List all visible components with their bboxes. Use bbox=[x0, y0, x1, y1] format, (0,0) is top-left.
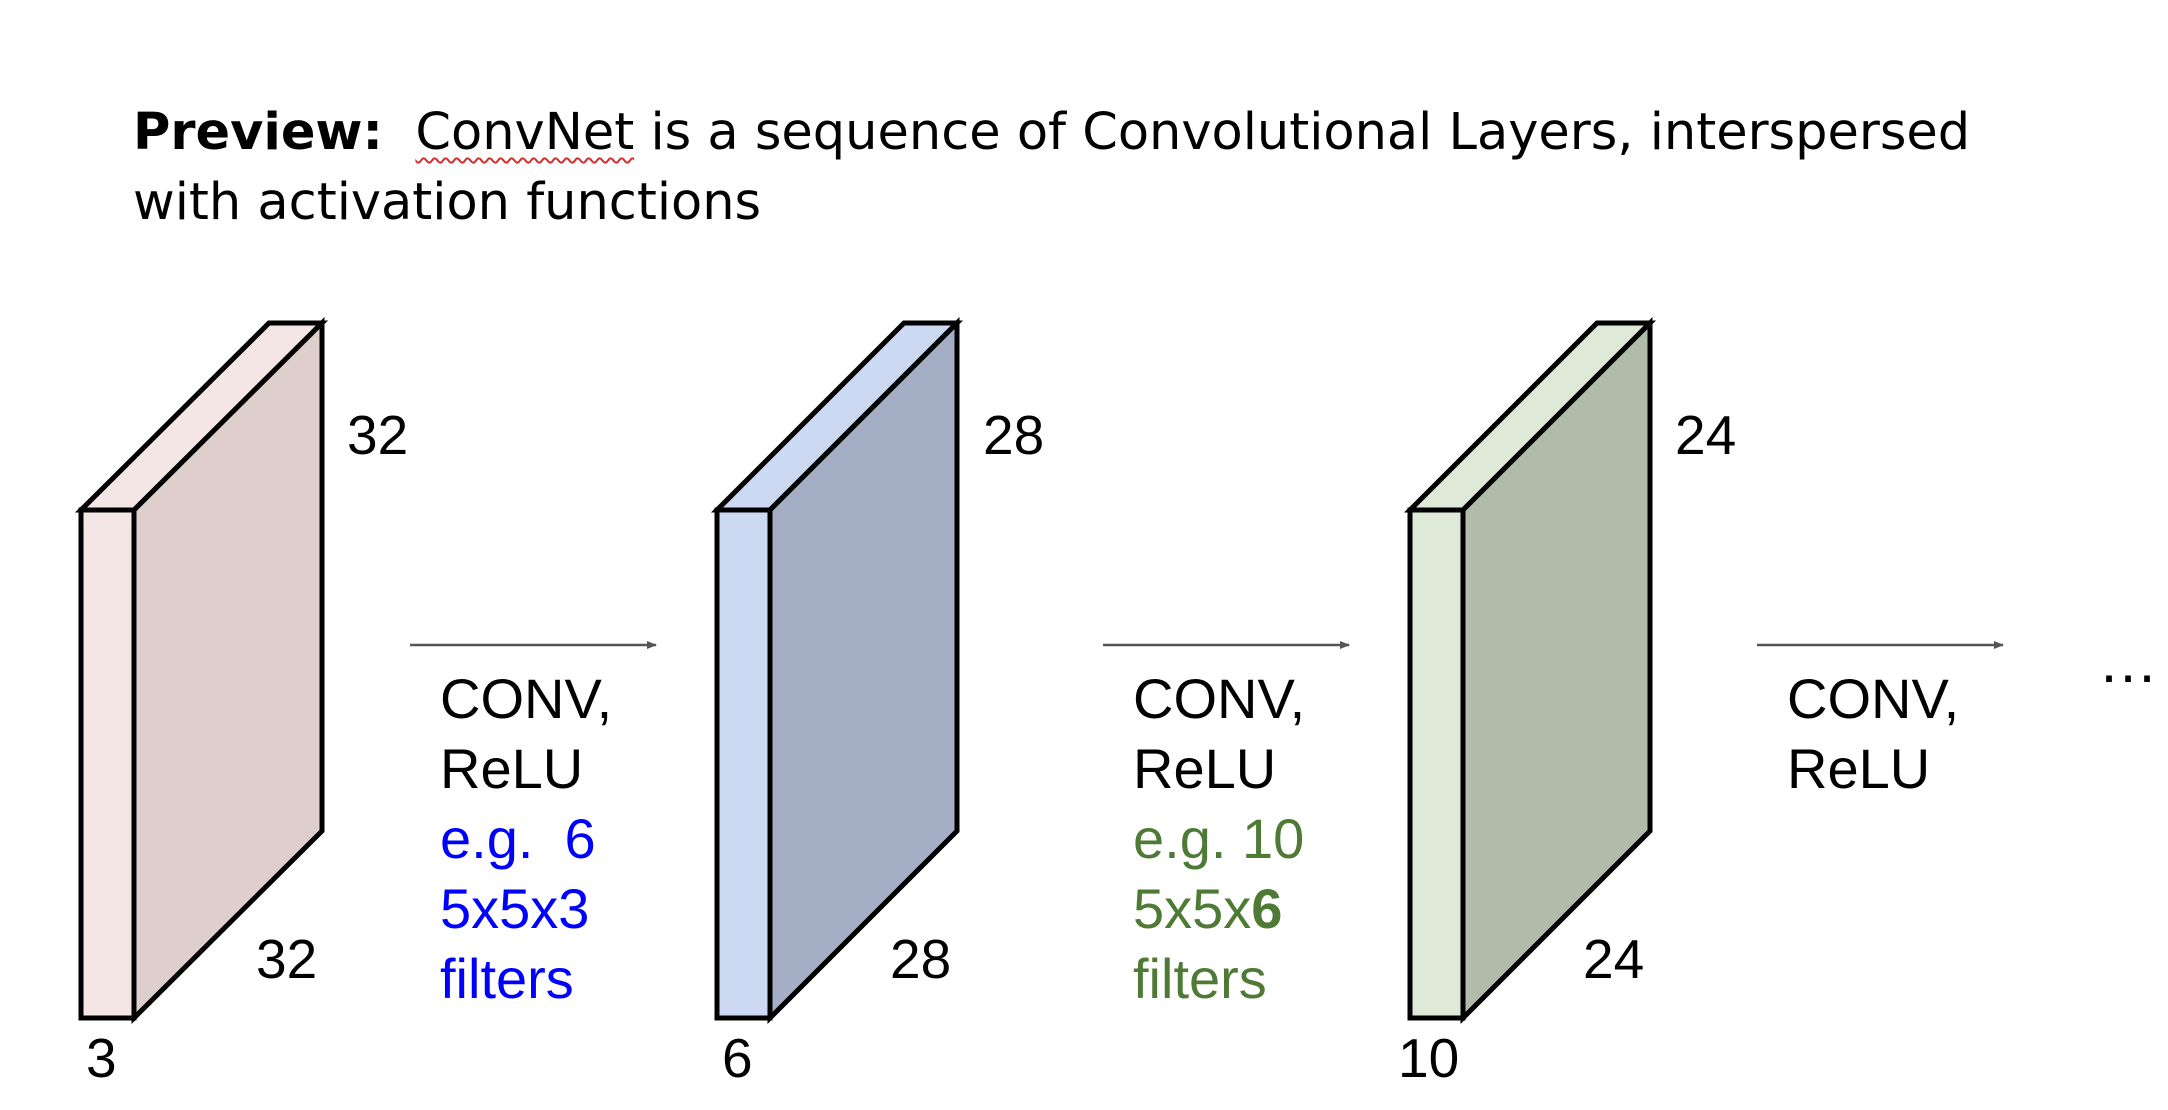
volume-width-label: 24 bbox=[1583, 928, 1644, 990]
example-line1: e.g. 10 bbox=[1133, 807, 1304, 870]
example-line1: e.g. 6 bbox=[440, 807, 596, 870]
operation-1: CONV, ReLU e.g. 6 5x5x3 filters bbox=[440, 667, 612, 1010]
conv1-output-volume: 28 28 6 bbox=[710, 316, 1044, 1089]
volume-side-face bbox=[1407, 507, 1466, 1021]
volume-width-label: 28 bbox=[890, 928, 951, 990]
volume-width-label: 32 bbox=[256, 928, 317, 990]
heading-text: is a sequence of Convolutional Layers, i… bbox=[133, 103, 1971, 232]
example-line2: 5x5x6 bbox=[1133, 877, 1282, 940]
example-line2: 5x5x3 bbox=[440, 877, 589, 940]
operation-line1: CONV, bbox=[1133, 667, 1305, 730]
heading-lead: Preview: bbox=[133, 103, 383, 162]
ellipsis: … bbox=[2098, 628, 2158, 695]
operation-line1: CONV, bbox=[440, 667, 612, 730]
operation-line1: CONV, bbox=[1787, 667, 1959, 730]
volume-front-face bbox=[1460, 316, 1653, 1025]
operation-line2: ReLU bbox=[1787, 737, 1930, 800]
example-line2-bold: 6 bbox=[1251, 877, 1282, 940]
volume-depth-label: 6 bbox=[722, 1027, 753, 1089]
volume-depth-label: 3 bbox=[86, 1027, 117, 1089]
example-line2-prefix: 5x5x bbox=[1133, 877, 1251, 940]
operation-3: CONV, ReLU bbox=[1787, 667, 1959, 800]
volume-height-label: 32 bbox=[347, 404, 408, 466]
volume-side-face bbox=[78, 507, 137, 1021]
volume-front-face bbox=[767, 316, 960, 1025]
heading-spellchecked-word: ConvNet bbox=[415, 103, 635, 162]
operation-2: CONV, ReLU e.g. 10 5x5x6 filters bbox=[1133, 667, 1305, 1010]
volume-height-label: 24 bbox=[1675, 404, 1736, 466]
example-line3: filters bbox=[1133, 947, 1267, 1010]
input-volume: 32 32 3 bbox=[74, 316, 408, 1089]
volume-depth-label: 10 bbox=[1398, 1027, 1459, 1089]
operation-line2: ReLU bbox=[440, 737, 583, 800]
page-heading: Preview: ConvNet is a sequence of Convol… bbox=[133, 98, 2083, 238]
volume-front-face bbox=[131, 316, 325, 1025]
volume-side-face bbox=[714, 507, 773, 1021]
example-line3: filters bbox=[440, 947, 574, 1010]
conv2-output-volume: 24 24 10 bbox=[1398, 316, 1736, 1089]
operation-line2: ReLU bbox=[1133, 737, 1276, 800]
volume-height-label: 28 bbox=[983, 404, 1044, 466]
